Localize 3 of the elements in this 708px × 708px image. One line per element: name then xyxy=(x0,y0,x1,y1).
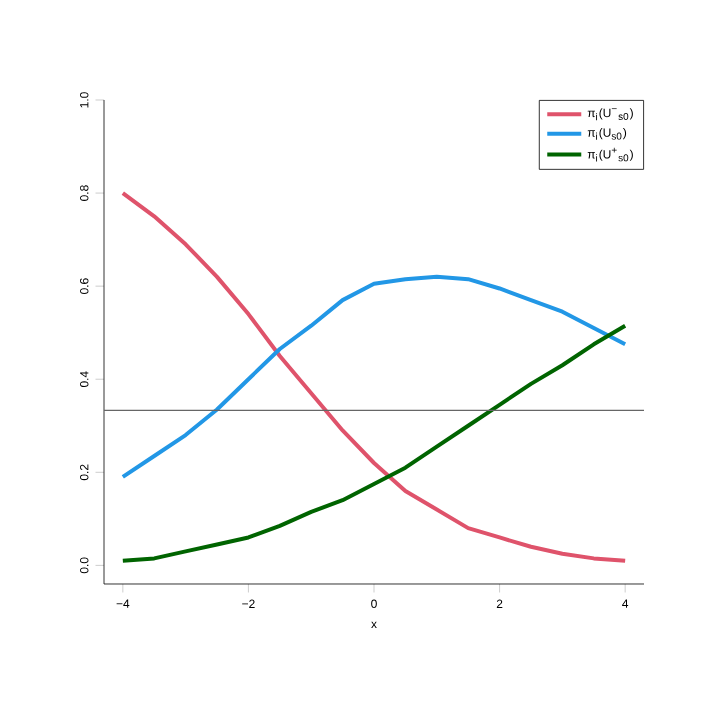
line-series xyxy=(120,274,628,479)
line-series xyxy=(120,323,628,563)
line-series xyxy=(120,191,628,563)
